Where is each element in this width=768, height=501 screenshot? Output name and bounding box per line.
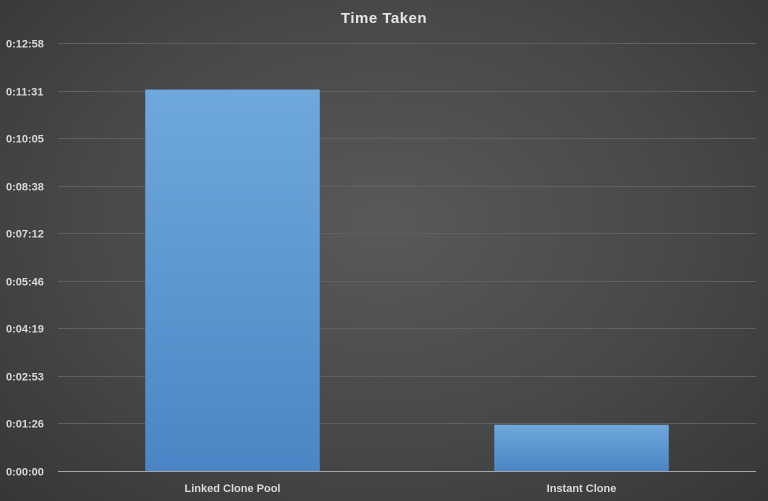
y-tick-label: 0:12:58	[6, 39, 44, 51]
bar-instant-clone	[494, 424, 669, 471]
y-tick-label: 0:05:46	[6, 277, 44, 289]
y-tick-label: 0:01:26	[6, 419, 44, 431]
y-tick-label: 0:04:19	[6, 324, 44, 336]
y-tick-label: 0:02:53	[6, 372, 44, 384]
chart-title: Time Taken	[341, 10, 427, 27]
bars	[145, 89, 669, 471]
y-tick-label: 0:11:31	[6, 87, 43, 99]
y-tick-label: 0:08:38	[6, 182, 44, 194]
y-tick-label: 0:10:05	[6, 134, 44, 146]
y-axis-tick-labels: 0:00:00 0:01:26 0:02:53 0:04:19 0:05:46 0:07:…	[6, 39, 44, 479]
x-category-label: Linked Clone Pool	[185, 483, 281, 495]
y-tick-label: 0:00:00	[6, 467, 44, 479]
x-axis-category-labels: Linked Clone Pool Instant Clone	[185, 483, 617, 495]
bar-linked-clone-pool	[145, 89, 320, 471]
x-category-label: Instant Clone	[547, 483, 617, 495]
y-tick-label: 0:07:12	[6, 229, 44, 241]
